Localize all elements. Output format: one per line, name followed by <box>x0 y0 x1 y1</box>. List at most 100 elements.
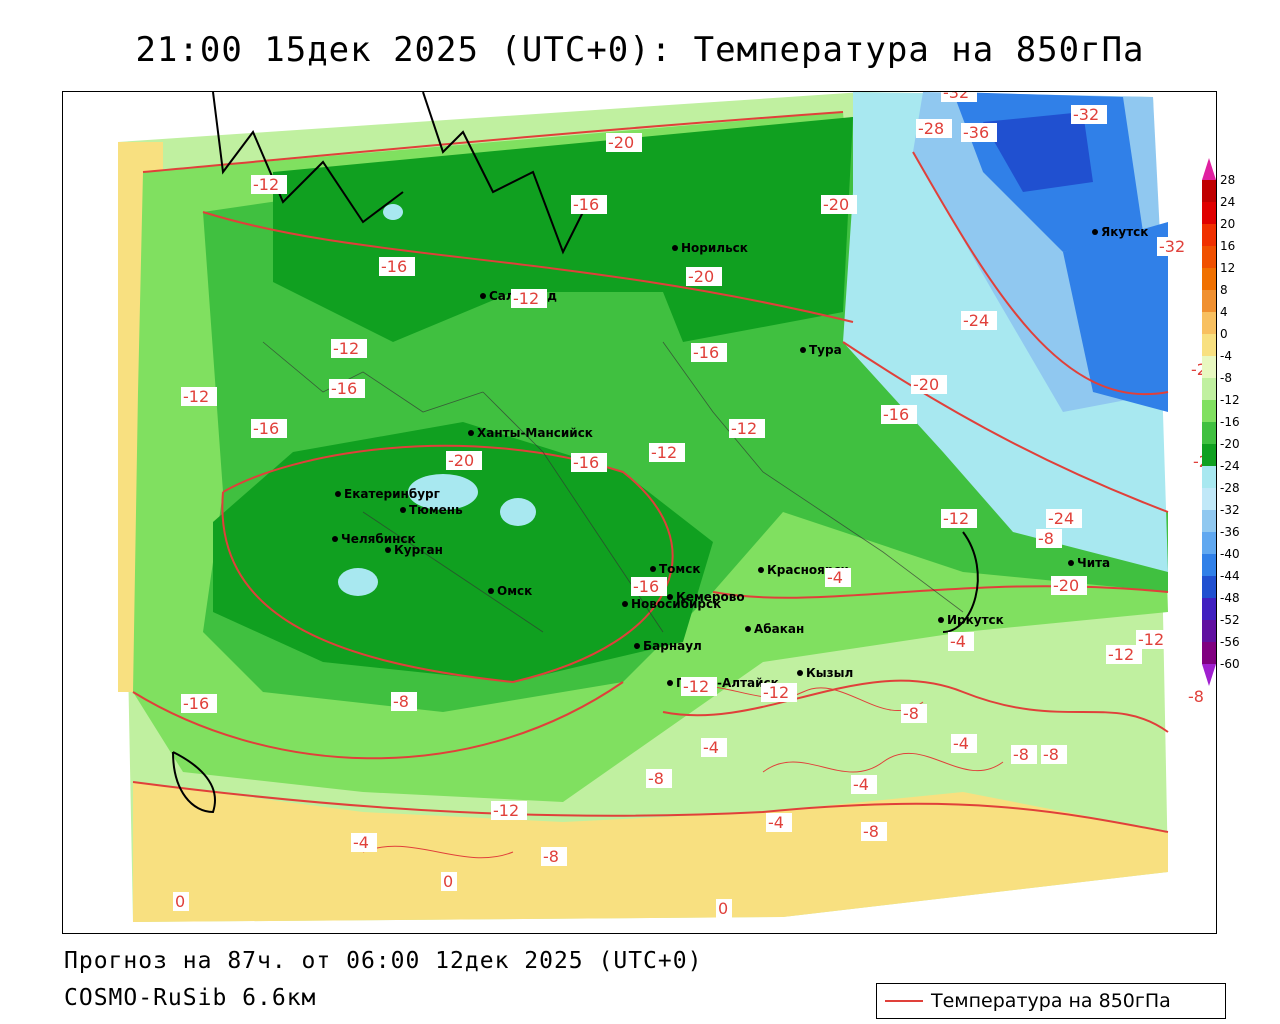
isotherm-label: -4 <box>825 568 851 587</box>
colorbar-bottom-arrow <box>1202 664 1216 686</box>
isotherm-label: -8 <box>1041 745 1067 764</box>
map-area[interactable]: СалехардНорильскЯкутскТураХанты-Мансийск… <box>62 91 1217 934</box>
city-label: Кызыл <box>806 666 853 680</box>
isotherm-label: 0 <box>173 892 189 911</box>
colorbar-cell <box>1202 268 1216 290</box>
colorbar-tick-label: -16 <box>1220 415 1240 429</box>
svg-text:-16: -16 <box>573 453 599 472</box>
isotherm-label: -20 <box>446 451 482 470</box>
colorbar-cell <box>1202 554 1216 576</box>
legend-label: Температура на 850гПа <box>931 990 1171 1012</box>
colorbar-tick-label: -32 <box>1220 503 1240 517</box>
city-label: Тюмень <box>409 503 463 517</box>
svg-text:-8: -8 <box>393 692 409 711</box>
city-dot <box>672 245 678 251</box>
colorbar-tick-label: -36 <box>1220 525 1240 539</box>
colorbar-tick-label: 8 <box>1220 283 1228 297</box>
colorbar-tick-label: 24 <box>1220 195 1235 209</box>
city-dot <box>335 491 341 497</box>
temperature-map: СалехардНорильскЯкутскТураХанты-Мансийск… <box>118 92 1216 922</box>
isotherm-label: -12 <box>761 683 797 702</box>
isotherm-label: -20 <box>686 267 722 286</box>
city-label: Барнаул <box>643 639 702 653</box>
svg-text:-16: -16 <box>883 405 909 424</box>
legend-line-sample <box>885 1000 923 1002</box>
isotherm-label: -16 <box>691 343 727 362</box>
city-label: Тура <box>809 343 842 357</box>
svg-text:-12: -12 <box>1138 630 1164 649</box>
city-label: Томск <box>659 562 701 576</box>
city-dot <box>332 536 338 542</box>
svg-text:-32: -32 <box>1159 237 1185 256</box>
svg-text:-20: -20 <box>913 375 939 394</box>
isotherm-label: -16 <box>379 257 415 276</box>
svg-text:0: 0 <box>718 899 728 918</box>
colorbar-cell <box>1202 180 1216 202</box>
isotherm-label: -16 <box>329 379 365 398</box>
forecast-info: Прогноз на 87ч. от 06:00 12дек 2025 (UTC… <box>64 948 703 974</box>
city-label: Новосибирск <box>631 597 721 611</box>
isotherm-label: -12 <box>251 175 287 194</box>
svg-text:-8: -8 <box>1043 745 1059 764</box>
colorbar-cell <box>1202 642 1216 664</box>
city-dot <box>667 680 673 686</box>
city-dot <box>938 617 944 623</box>
city-label: Якутск <box>1101 225 1148 239</box>
city-label: Омск <box>497 584 532 598</box>
colorbar-tick-label: 4 <box>1220 305 1228 319</box>
svg-text:0: 0 <box>443 872 453 891</box>
colorbar-tick-label: -56 <box>1220 635 1240 649</box>
colorbar-tick-label: -8 <box>1220 371 1232 385</box>
svg-text:-8: -8 <box>1188 687 1204 706</box>
city-dot <box>797 670 803 676</box>
colorbar-tick-label: -52 <box>1220 613 1240 627</box>
colorbar-tick-label: 20 <box>1220 217 1235 231</box>
colorbar-tick-label: -12 <box>1220 393 1240 407</box>
svg-text:-16: -16 <box>693 343 719 362</box>
isotherm-label: -20 <box>911 375 947 394</box>
svg-text:-20: -20 <box>823 195 849 214</box>
svg-text:-12: -12 <box>1108 645 1134 664</box>
isotherm-label: -12 <box>511 289 547 308</box>
isotherm-label: -8 <box>541 847 567 866</box>
svg-text:-12: -12 <box>763 683 789 702</box>
isotherm-label: -16 <box>181 694 217 713</box>
svg-text:-24: -24 <box>963 311 989 330</box>
svg-text:-12: -12 <box>493 801 519 820</box>
svg-text:-4: -4 <box>853 775 869 794</box>
svg-text:-12: -12 <box>253 175 279 194</box>
colorbar-cell <box>1202 598 1216 620</box>
svg-text:-8: -8 <box>903 704 919 723</box>
city-label: Кемерово <box>676 590 745 604</box>
city-label: Екатеринбург <box>344 487 440 501</box>
isotherm-label: -16 <box>571 195 607 214</box>
colorbar-tick-label: 12 <box>1220 261 1235 275</box>
city-dot <box>758 567 764 573</box>
colorbar-cell <box>1202 532 1216 554</box>
svg-text:-4: -4 <box>950 632 966 651</box>
colorbar-tick-label: -48 <box>1220 591 1240 605</box>
isotherm-label: -24 <box>1046 509 1082 528</box>
colorbar-cell <box>1202 202 1216 224</box>
green-core-2 <box>213 422 713 682</box>
city-dot <box>1068 560 1074 566</box>
colorbar-tick-label: -44 <box>1220 569 1240 583</box>
svg-text:-12: -12 <box>513 289 539 308</box>
isotherm-label: -4 <box>701 738 727 757</box>
svg-text:-8: -8 <box>648 769 664 788</box>
city-dot <box>800 347 806 353</box>
model-info: COSMO-RuSib 6.6км <box>64 985 317 1011</box>
svg-text:-20: -20 <box>688 267 714 286</box>
isotherm-label: -8 <box>1186 687 1212 706</box>
svg-text:-12: -12 <box>731 419 757 438</box>
svg-text:-8: -8 <box>1038 529 1054 548</box>
city-dot <box>650 566 656 572</box>
svg-text:-16: -16 <box>253 419 279 438</box>
colorbar-cell <box>1202 576 1216 598</box>
svg-text:-32: -32 <box>943 92 969 102</box>
svg-text:-12: -12 <box>333 339 359 358</box>
isotherm-label: -4 <box>851 775 877 794</box>
colorbar-cell <box>1202 400 1216 422</box>
isotherm-label: -32 <box>941 92 977 102</box>
colorbar-cell <box>1202 620 1216 642</box>
